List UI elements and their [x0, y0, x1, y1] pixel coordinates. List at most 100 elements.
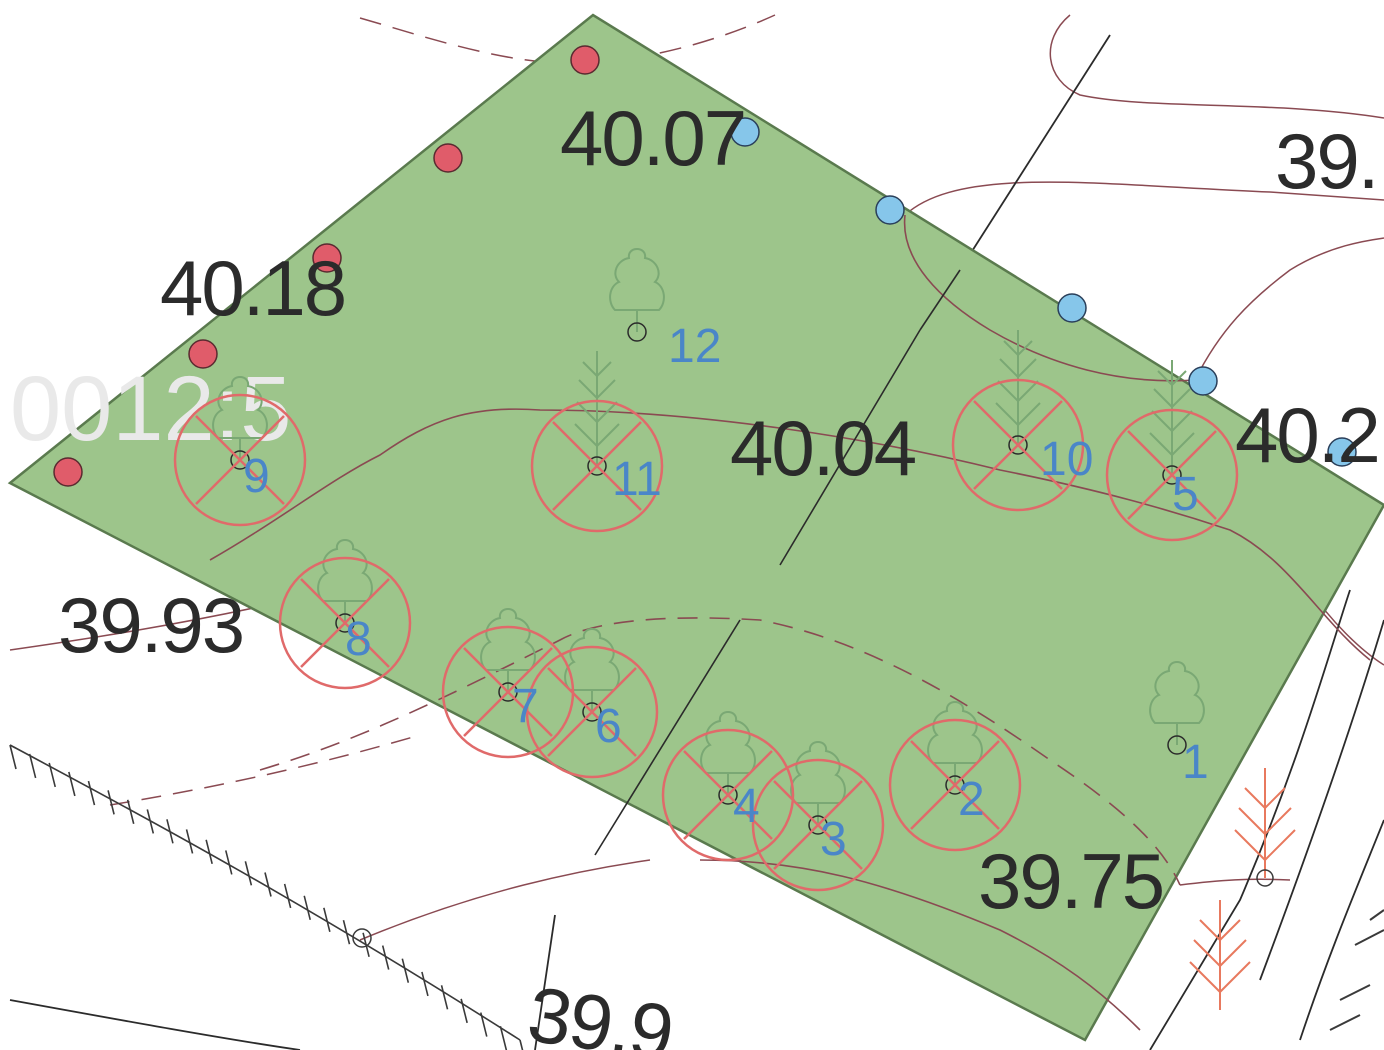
- hatch-tick: [342, 919, 351, 945]
- tree-7[interactable]: 7: [441, 608, 575, 759]
- removal-cross-icon: [683, 750, 773, 840]
- removal-cross-icon: [463, 647, 553, 737]
- tree-number-label: 2: [958, 773, 985, 826]
- hatch-tick: [244, 861, 253, 886]
- tree-3[interactable]: 3: [751, 741, 885, 892]
- tree-trunk-marker: [808, 815, 828, 835]
- tree-trunk-marker: [1008, 435, 1028, 455]
- tree-1[interactable]: 1: [1149, 661, 1209, 789]
- removal-cross-icon: [773, 780, 863, 870]
- hatch-tick: [68, 771, 76, 797]
- tree-trunk-marker: [335, 613, 355, 633]
- tree-number-label: 8: [345, 613, 372, 666]
- removal-cross-icon: [300, 578, 390, 668]
- removal-cross-icon: [973, 400, 1063, 490]
- blue-survey-point[interactable]: [730, 117, 760, 147]
- tree-11[interactable]: 11: [530, 350, 664, 533]
- tree-trunk-marker: [718, 785, 738, 805]
- tree-trunk-marker: [945, 775, 965, 795]
- hatch-tick: [440, 985, 449, 1010]
- background-linework: [9, 14, 1384, 941]
- hatch-tick: [303, 895, 312, 920]
- tree-8[interactable]: 8: [278, 539, 412, 690]
- hatch-tick: [87, 780, 96, 806]
- tree-number-label: 6: [595, 700, 622, 753]
- tree-12[interactable]: 12: [609, 248, 721, 373]
- removal-circle-icon: [661, 728, 795, 862]
- hatch-tick: [323, 907, 331, 933]
- tree-number-label: 5: [1172, 468, 1199, 521]
- tree-number-label: 4: [733, 780, 760, 833]
- removal-circle-icon: [278, 556, 412, 690]
- tree-number-label: 7: [512, 680, 539, 733]
- tree-number-label: 11: [612, 453, 662, 506]
- hatch-tick: [224, 850, 233, 875]
- blue-survey-point[interactable]: [875, 195, 905, 225]
- elevation-label: 40.18: [160, 244, 345, 332]
- hatch-tick: [205, 839, 213, 864]
- elevation-label: 39.75: [978, 837, 1163, 925]
- hatched-boundary: [9, 744, 524, 1050]
- elevation-label: 40.2: [1235, 391, 1379, 479]
- blue-survey-point[interactable]: [1188, 366, 1218, 396]
- tree-trunk-marker: [1167, 735, 1187, 755]
- contour-lines: [209, 214, 1371, 1031]
- hatch-tick: [126, 799, 135, 825]
- removal-circle-icon: [173, 393, 307, 527]
- elevation-label: 39.93: [58, 581, 243, 669]
- removal-circle-icon: [951, 378, 1085, 512]
- blue-survey-point[interactable]: [1057, 293, 1087, 323]
- hatch-tick: [519, 1039, 524, 1050]
- elevation-label: 40.04: [730, 404, 916, 492]
- tree-number-label: 3: [820, 813, 847, 866]
- removal-circle-icon: [441, 625, 575, 759]
- hatch-tick: [381, 945, 390, 970]
- blue-survey-point[interactable]: [1327, 437, 1357, 467]
- tree-trunk-marker: [587, 456, 607, 476]
- removal-cross-icon: [547, 667, 637, 757]
- hatch-tick: [283, 883, 292, 909]
- red-survey-point[interactable]: [53, 457, 83, 487]
- tree-trunk-marker: [582, 702, 602, 722]
- tree-trunk-marker: [230, 450, 250, 470]
- removal-circle-icon: [751, 758, 885, 892]
- tree-5[interactable]: 5: [1105, 359, 1239, 542]
- removal-cross-icon: [195, 415, 285, 505]
- outside-trees: [1189, 767, 1296, 1011]
- red-survey-point[interactable]: [433, 143, 463, 173]
- red-survey-point[interactable]: [188, 339, 218, 369]
- section-lines: [594, 269, 961, 856]
- parcel-faint-label: 0012:5: [10, 358, 291, 460]
- hatch-tick: [421, 971, 429, 997]
- tree-9[interactable]: 9: [173, 376, 307, 527]
- hatch-tick: [28, 753, 37, 779]
- tree-2[interactable]: 2: [888, 701, 1022, 852]
- removal-cross-icon: [1127, 430, 1217, 520]
- hatch-tick: [107, 790, 115, 815]
- tree-trunk-marker: [627, 322, 647, 342]
- tree-number-label: 10: [1040, 433, 1093, 486]
- tree-trunk-marker: [1256, 869, 1274, 887]
- hatch-tick: [401, 958, 410, 983]
- tree-trunk-marker: [1162, 465, 1182, 485]
- tree-10[interactable]: 10: [951, 329, 1093, 512]
- tree-number-label: 9: [243, 450, 270, 503]
- red-survey-point[interactable]: [570, 45, 600, 75]
- tree-4[interactable]: 4: [661, 711, 795, 862]
- survey-points-red: [53, 45, 600, 487]
- parcel-area[interactable]: [7, 13, 1384, 1042]
- hatch-tick: [479, 1012, 488, 1037]
- elevation-label: 39.9: [523, 970, 678, 1050]
- elevation-label: 40.07: [560, 94, 745, 182]
- boundary-lines: [9, 34, 1384, 1050]
- elevation-label: 39.: [1275, 117, 1377, 205]
- orange-conifer-icon: [1189, 899, 1251, 1011]
- red-survey-point[interactable]: [312, 243, 342, 273]
- hatch-tick: [166, 819, 174, 844]
- survey-marker: [352, 928, 372, 948]
- tree-number-label: 12: [668, 320, 721, 373]
- hatch-tick: [362, 932, 370, 957]
- hatch-tick: [460, 998, 468, 1024]
